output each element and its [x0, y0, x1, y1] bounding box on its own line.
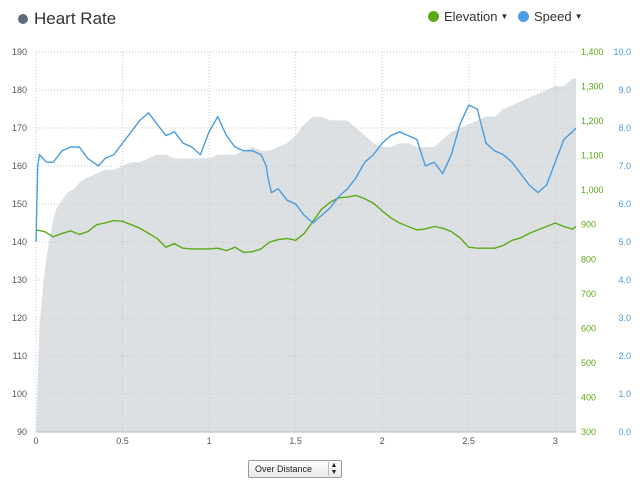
elevation-axis-tick-label: 1,400	[581, 47, 604, 57]
speed-axis-tick-label: 3.0	[618, 313, 631, 323]
speed-axis-tick-label: 9.0	[618, 85, 631, 95]
speed-axis-tick-label: 10.0	[613, 47, 631, 57]
legend-speed-label: Speed	[534, 9, 572, 24]
hr-axis-tick-label: 150	[12, 199, 27, 209]
chart-title: Heart Rate	[34, 9, 117, 28]
elevation-axis-tick-label: 1,000	[581, 185, 604, 195]
x-axis-tick-label: 0.5	[116, 436, 129, 446]
x-axis-tick-label: 3	[553, 436, 558, 446]
speed-line	[35, 104, 577, 243]
elevation-axis-tick-label: 1,100	[581, 151, 604, 161]
hr-axis-tick-label: 90	[17, 427, 27, 437]
speed-dot-icon	[518, 11, 529, 22]
hr-axis-tick-label: 170	[12, 123, 27, 133]
chart-title-group: Heart Rate	[18, 9, 116, 29]
elevation-axis-tick-label: 1,300	[581, 82, 604, 92]
speed-axis-tick-label: 0.0	[618, 427, 631, 437]
elevation-axis-tick-label: 1,200	[581, 116, 604, 126]
caret-down-icon: ▼	[500, 12, 509, 21]
hr-axis-tick-label: 190	[12, 47, 27, 57]
hr-axis-tick-label: 130	[12, 275, 27, 285]
elevation-line	[35, 194, 577, 254]
elevation-dot-icon	[428, 11, 439, 22]
speed-axis-tick-label: 4.0	[618, 275, 631, 285]
speed-axis-tick-label: 2.0	[618, 351, 631, 361]
x-axis-tick-label: 0	[33, 436, 38, 446]
x-axis-tick-label: 1.5	[289, 436, 302, 446]
elevation-axis-tick-label: 400	[581, 392, 596, 402]
elevation-axis-tick-label: 600	[581, 323, 596, 333]
speed-axis-tick-label: 6.0	[618, 199, 631, 209]
hr-axis-tick-label: 100	[12, 389, 27, 399]
x-axis-tick-label: 2	[380, 436, 385, 446]
chart-header: Heart Rate Elevation ▼ Speed ▼	[0, 0, 640, 36]
hr-axis-tick-label: 140	[12, 237, 27, 247]
select-arrows-icon: ▲ ▼	[328, 462, 339, 476]
legend-elevation-toggle[interactable]: Elevation ▼	[428, 9, 508, 24]
speed-axis-tick-label: 8.0	[618, 123, 631, 133]
hr-axis-tick-label: 110	[13, 351, 27, 361]
hr-axis-tick-label: 180	[12, 85, 27, 95]
x-axis-tick-label: 2.5	[462, 436, 475, 446]
hr-axis-tick-label: 120	[12, 313, 27, 323]
speed-axis-tick-label: 1.0	[618, 389, 631, 399]
speed-axis-tick-label: 7.0	[618, 161, 631, 171]
x-axis-tick-label: 1	[207, 436, 212, 446]
elevation-axis-tick-label: 700	[581, 289, 596, 299]
elevation-axis-tick-label: 300	[581, 427, 596, 437]
legend-speed-toggle[interactable]: Speed ▼	[518, 9, 583, 24]
speed-axis-tick-label: 5.0	[618, 237, 631, 247]
heart-rate-area	[36, 78, 576, 432]
heart-rate-dot-icon	[18, 14, 28, 24]
elevation-axis-tick-label: 900	[581, 220, 596, 230]
x-axis-mode-select[interactable]: Over Distance ▲ ▼	[248, 460, 342, 478]
hr-axis-tick-label: 160	[12, 161, 27, 171]
elevation-axis-tick-label: 800	[581, 254, 596, 264]
caret-down-icon: ▼	[574, 12, 583, 21]
x-axis-mode-value: Over Distance	[255, 464, 313, 474]
elevation-axis-tick-label: 500	[581, 358, 596, 368]
legend-elevation-label: Elevation	[444, 9, 498, 24]
